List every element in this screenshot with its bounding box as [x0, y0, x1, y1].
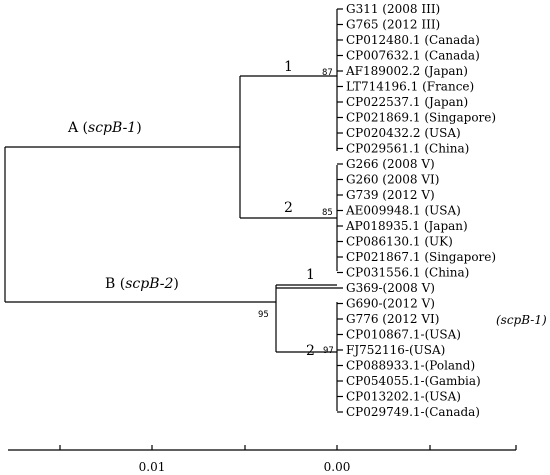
bootstrap-a2: 85	[322, 208, 333, 218]
leaf-label: AE009948.1 (USA)	[345, 204, 461, 218]
subclade-b1-number: 1	[306, 267, 315, 283]
leaf-label: AF189002.2 (Japan)	[345, 64, 468, 78]
leaf-label: FJ752116-(USA)	[346, 343, 445, 357]
leaf-label: CP054055.1-(Gambia)	[346, 374, 481, 388]
leaf-label: AP018935.1 (Japan)	[345, 219, 468, 233]
leaf-label: LT714196.1 (France)	[346, 80, 474, 94]
leaf-label: CP007632.1 (Canada)	[346, 49, 480, 63]
leaf-label: G690-(2012 V)	[346, 297, 435, 311]
leaf-label: CP029561.1 (China)	[346, 142, 469, 156]
leaf-label: CP013202.1-(USA)	[346, 390, 461, 404]
leaf-label: CP022537.1 (Japan)	[346, 95, 468, 109]
leaf-label: G739 (2012 V)	[346, 188, 435, 202]
leaf-label: CP086130.1 (UK)	[346, 235, 453, 249]
leaf-label: G260 (2008 VI)	[346, 173, 439, 187]
leaf-label: G765 (2012 III)	[346, 18, 440, 32]
bootstrap-a1: 87	[322, 68, 333, 78]
scale-label-001: 0.01	[139, 460, 166, 474]
leaf-label: G776 (2012 VI)	[346, 312, 439, 326]
leaf-label: G369-(2008 V)	[346, 281, 435, 295]
subclade-a2-number: 2	[284, 200, 293, 216]
clade-b-label: B (scpB-2)	[105, 276, 179, 292]
leaf-label: CP012480.1 (Canada)	[346, 33, 480, 47]
leaf-label: CP020432.2 (USA)	[346, 126, 461, 140]
leaf-label: G266 (2008 V)	[346, 157, 435, 171]
subclade-a1-number: 1	[284, 59, 293, 75]
leaf-label: CP088933.1-(Poland)	[346, 359, 475, 373]
bootstrap-b2: 97	[323, 346, 334, 356]
leaf-label: CP031556.1 (China)	[346, 266, 469, 280]
clade-a-label: A (scpB-1)	[67, 120, 142, 136]
leaf-tips	[276, 8, 343, 413]
scpb1-annotation: (scpB-1)	[496, 313, 547, 327]
leaf-label: CP021869.1 (Singapore)	[346, 111, 496, 125]
bootstrap-b: 95	[258, 310, 269, 320]
leaf-label: G311 (2008 III)	[346, 2, 440, 16]
leaf-label: CP010867.1-(USA)	[346, 328, 461, 342]
leaf-labels: G311 (2008 III) G765 (2012 III)CP012480.1…	[345, 2, 496, 419]
leaf-label: CP021867.1 (Singapore)	[346, 250, 496, 264]
leaf-label: CP029749.1-(Canada)	[346, 405, 480, 419]
scale-label-000: 0.00	[324, 460, 351, 474]
subclade-b2-number: 2	[306, 343, 315, 359]
